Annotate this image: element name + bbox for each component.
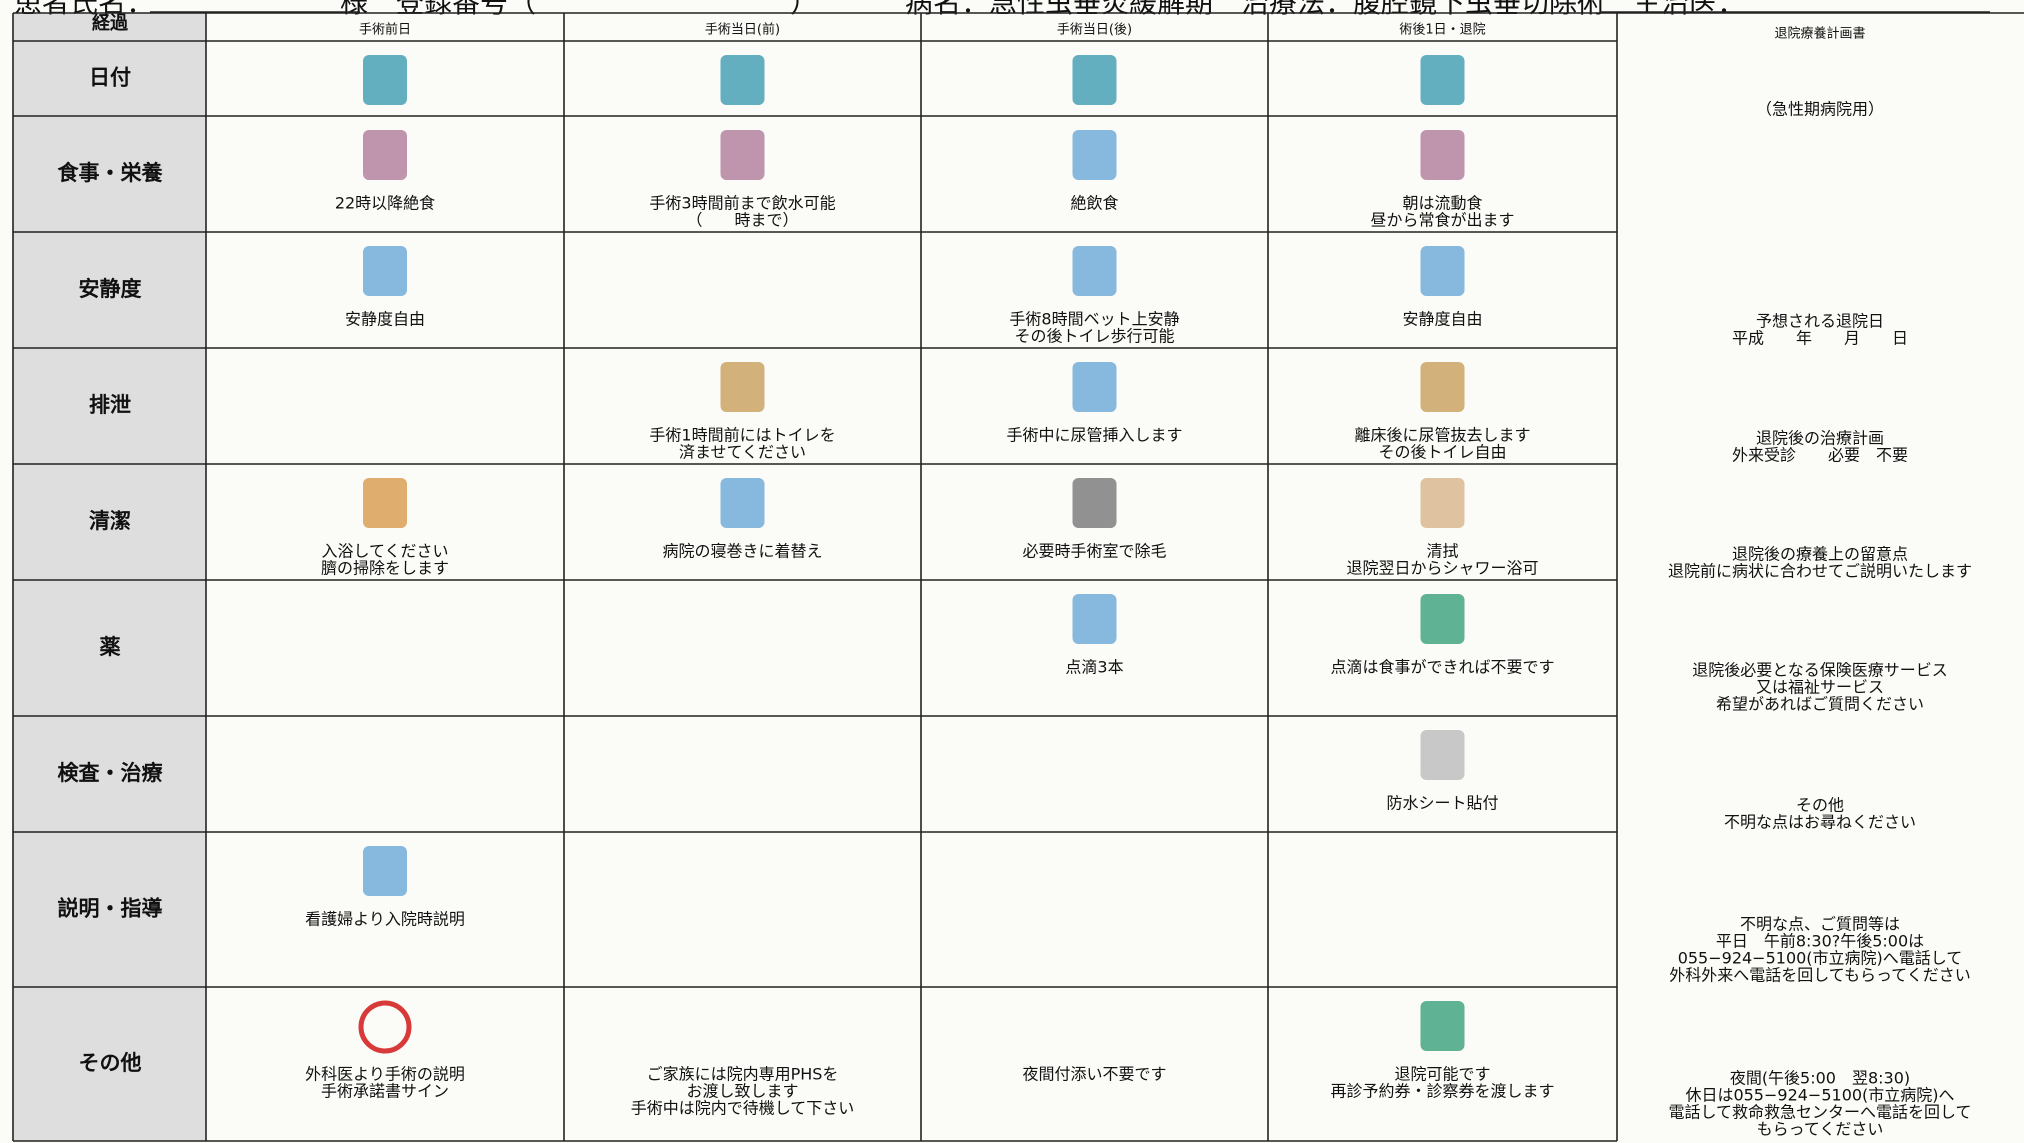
- cell-text: 退院可能です: [1394, 1065, 1490, 1084]
- cell-text: 手術3時間前まで飲水可能: [649, 194, 835, 213]
- label-column-bg: [13, 13, 206, 1141]
- icon: [1420, 130, 1465, 180]
- row-label: 排泄: [89, 393, 131, 417]
- icon: [363, 55, 407, 105]
- icon: [1072, 130, 1117, 180]
- icon: [1072, 246, 1117, 296]
- icon: [720, 130, 765, 180]
- icon: [363, 846, 407, 896]
- icon: [1072, 362, 1117, 412]
- column-header: 手術当日(後): [1057, 23, 1132, 38]
- icon: [720, 55, 765, 105]
- plan-text: 退院前に病状に合わせてご説明いたします: [1668, 562, 1972, 581]
- cell-text: 手術8時間ベット上安静: [1009, 310, 1179, 329]
- plan-text: 平成 年 月 日: [1732, 329, 1908, 348]
- cell-text: 点滴3本: [1065, 658, 1123, 677]
- row-label: 検査・治療: [58, 761, 164, 785]
- disease-info: 病名：急性虫垂炎緩解期 治療法：腹腔鏡下虫垂切除術 主治医：: [905, 0, 1745, 19]
- row-label: 説明・指導: [58, 897, 163, 921]
- cell-text: 入浴してください: [321, 542, 448, 561]
- icon: [363, 130, 407, 180]
- plan-text: その他: [1796, 796, 1844, 815]
- icon: [1420, 1001, 1465, 1051]
- cell-text: 防水シート貼付: [1386, 794, 1498, 813]
- cell-text: 夜間付添い不要です: [1022, 1065, 1166, 1084]
- cell-text: 必要時手術室で除毛: [1022, 542, 1166, 561]
- plan-text: 外科外来へ電話を回してもらってください: [1669, 966, 1970, 985]
- cell-text: 絶飲食: [1070, 194, 1118, 213]
- cell-text: 昼から常食が出ます: [1370, 211, 1514, 230]
- cell-text: 安静度自由: [345, 310, 425, 329]
- column-header: 手術前日: [359, 22, 411, 38]
- cell-text: 離床後に尿管抜去します: [1354, 426, 1530, 445]
- plan-text: 退院後の療養上の留意点: [1732, 545, 1908, 564]
- icon: [1072, 478, 1117, 528]
- cell-text: 手術中は院内で待機して下さい: [631, 1099, 855, 1118]
- plan-text: 055−924−5100(市立病院)へ電話して: [1678, 949, 1963, 968]
- icon: [1420, 730, 1465, 780]
- column-header: 術後1日・退院: [1399, 23, 1485, 38]
- icon: [1072, 55, 1117, 105]
- cell-text: 手術承諾書サイン: [321, 1082, 449, 1101]
- cell-text: 手術中に尿管挿入します: [1006, 426, 1182, 445]
- row-label: 食事・栄養: [58, 161, 164, 185]
- cell-text: 看護婦より入院時説明: [305, 910, 465, 929]
- row-label: その他: [79, 1051, 142, 1075]
- icon: [720, 478, 765, 528]
- cell-text: 臍の掃除をします: [321, 559, 449, 578]
- icon: [1420, 478, 1465, 528]
- plan-text: 退院後必要となる保険医療サービス: [1692, 661, 1948, 680]
- cell-text: （ 時まで）: [686, 211, 798, 230]
- cell-text: 病院の寝巻きに着替え: [662, 542, 822, 561]
- cell-text: その後トイレ自由: [1378, 443, 1506, 462]
- plan-text: 休日は055−924−5100(市立病院)へ: [1685, 1086, 1954, 1105]
- registration-close: ）: [790, 0, 818, 19]
- plan-text: 夜間(午後5:00 翌8:30): [1730, 1069, 1910, 1088]
- plan-text: 不明な点、ご質問等は: [1740, 915, 1900, 934]
- cell-text: 済ませてください: [679, 443, 806, 462]
- cell-text: 再診予約券・診察券を渡します: [1330, 1082, 1554, 1101]
- cell-text: その後トイレ歩行可能: [1014, 327, 1174, 346]
- corner-label: 経過: [92, 12, 129, 34]
- plan-text: 不明な点はお尋ねください: [1724, 813, 1916, 832]
- plan-text: もらってください: [1757, 1120, 1884, 1139]
- cell-text: ご家族には院内専用PHSを: [647, 1065, 839, 1084]
- icon: [358, 1000, 412, 1054]
- cell-text: 外科医より手術の説明: [305, 1065, 465, 1084]
- cell-text: 退院翌日からシャワー浴可: [1346, 559, 1538, 578]
- plan-text: 希望があればご質問ください: [1716, 695, 1924, 714]
- registration-label: 様 登録番号（: [340, 0, 536, 19]
- icon: [1420, 246, 1465, 296]
- plan-text: 平日 午前8:30?午後5:00は: [1716, 932, 1924, 951]
- icon: [720, 362, 765, 412]
- plan-title: 退院療養計画書: [1774, 26, 1865, 42]
- row-label: 薬: [100, 635, 121, 659]
- plan-text: 電話して救命救急センターへ電話を回して: [1668, 1103, 1971, 1122]
- icon: [363, 478, 407, 528]
- cell-text: 安静度自由: [1402, 310, 1482, 329]
- icon: [1420, 362, 1465, 412]
- cell-text: 朝は流動食: [1402, 194, 1482, 213]
- icon: [1072, 594, 1117, 644]
- cell-text: お渡し致します: [686, 1082, 798, 1101]
- icon: [1420, 55, 1465, 105]
- row-label: 清潔: [89, 509, 131, 533]
- row-label: 安静度: [79, 277, 142, 301]
- patient-label: 患者氏名：: [14, 0, 154, 19]
- cell-text: 22時以降絶食: [335, 194, 435, 213]
- row-label: 日付: [89, 66, 131, 90]
- plan-text: （急性期病院用）: [1756, 100, 1884, 119]
- plan-text: 外来受診 必要 不要: [1732, 446, 1908, 465]
- cell-text: 清拭: [1426, 542, 1458, 561]
- plan-text: 予想される退院日: [1756, 312, 1884, 331]
- plan-text: 退院後の治療計画: [1756, 429, 1884, 448]
- icon: [1420, 594, 1465, 644]
- cell-text: 手術1時間前にはトイレを: [649, 426, 835, 445]
- column-header: 手術当日(前): [705, 22, 780, 38]
- icon: [363, 246, 407, 296]
- plan-text: 又は福祉サービス: [1756, 678, 1884, 697]
- cell-text: 点滴は食事ができれば不要です: [1330, 658, 1554, 677]
